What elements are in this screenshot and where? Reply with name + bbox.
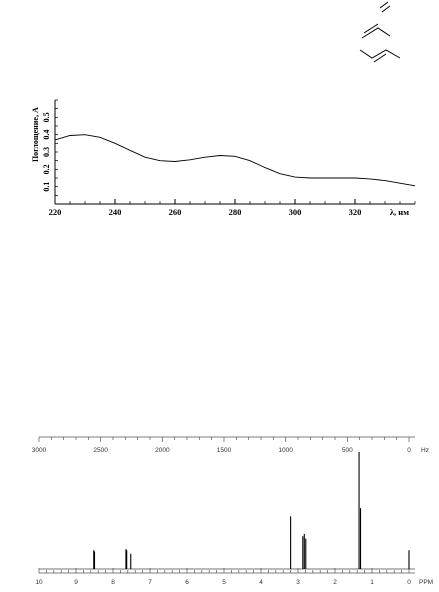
x-tick-label: 240	[109, 207, 122, 217]
x-tick-label: 220	[49, 207, 62, 217]
x-tick-label: 320	[349, 207, 362, 217]
x-tick-label: 280	[229, 207, 242, 217]
x-tick-label: 300	[289, 207, 302, 217]
y-tick-label: 0.3	[42, 147, 51, 157]
hz-tick-label: 500	[342, 447, 353, 454]
ppm-tick-label: 8	[111, 579, 115, 586]
bond-line	[361, 27, 391, 39]
hz-tick-label: 3000	[32, 447, 47, 454]
ppm-tick-label: 1	[370, 579, 374, 586]
bond-line	[373, 53, 387, 63]
ppm-tick-label: 10	[35, 579, 43, 586]
ppm-tick-label: 3	[296, 579, 300, 586]
y-tick-label: 0.4	[42, 130, 51, 140]
structure-fragment	[359, 1, 401, 63]
bond-line	[359, 49, 401, 59]
hz-tick-label: 2000	[155, 447, 170, 454]
ppm-tick-label: 0	[407, 579, 411, 586]
ppm-axis-label: PPM	[419, 579, 433, 586]
ppm-tick-label: 2	[333, 579, 337, 586]
x-tick-label: 260	[169, 207, 182, 217]
bond-line	[379, 1, 391, 13]
bond-line	[363, 23, 379, 34]
ppm-tick-label: 4	[259, 579, 263, 586]
hz-tick-label: 2500	[93, 447, 108, 454]
y-tick-label: 0.1	[42, 182, 51, 192]
hz-tick-label: 0	[407, 447, 411, 454]
hz-tick-label: 1500	[217, 447, 232, 454]
ppm-tick-label: 7	[148, 579, 152, 586]
ppm-tick-label: 5	[222, 579, 226, 586]
hz-axis-label: Hz	[421, 447, 429, 454]
y-tick-label: 0.5	[42, 112, 51, 122]
y-axis-label: Поглощение, A	[31, 107, 40, 162]
y-tick-label: 0.2	[42, 164, 51, 174]
uv-absorption-line	[54, 134, 416, 187]
ppm-tick-label: 9	[74, 579, 78, 586]
hz-tick-label: 1000	[278, 447, 293, 454]
ppm-tick-label: 6	[185, 579, 189, 586]
x-axis-label: λ, нм	[390, 207, 409, 217]
uv-spectrum-chart: 220 240 260 280 300 320 λ, нм 0.1 0.2 0.3 0.4 0.5По…	[31, 99, 416, 217]
